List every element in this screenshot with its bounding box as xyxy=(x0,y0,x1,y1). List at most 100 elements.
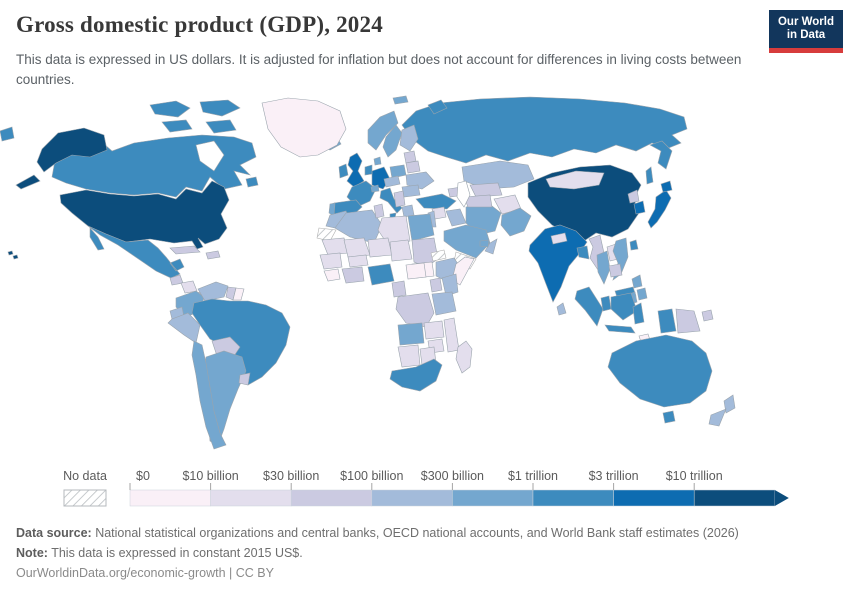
region-indonesia-sumatra[interactable] xyxy=(574,286,604,327)
region-austria-czechia[interactable] xyxy=(383,175,401,188)
region-sierra-leone-liberia[interactable] xyxy=(323,268,341,282)
region-uganda[interactable] xyxy=(429,277,443,293)
region-indonesia-java[interactable] xyxy=(604,324,636,334)
region-denmark[interactable] xyxy=(373,156,382,166)
region-ukraine[interactable] xyxy=(405,171,435,190)
legend-bin-1[interactable] xyxy=(210,489,292,507)
region-alaska[interactable] xyxy=(15,127,108,190)
region-australia[interactable] xyxy=(607,334,713,408)
region-nigeria[interactable] xyxy=(367,263,395,286)
region-uruguay[interactable] xyxy=(238,372,251,386)
region-india[interactable] xyxy=(528,224,588,303)
region-russia-kamchatka[interactable] xyxy=(649,140,673,170)
region-indonesia-borneo[interactable] xyxy=(610,292,638,321)
citation-line[interactable]: OurWorldinData.org/economic-growth | CC … xyxy=(16,565,274,580)
region-venezuela[interactable] xyxy=(197,281,229,302)
region-norway[interactable] xyxy=(367,110,399,151)
region-saudi-arabia[interactable] xyxy=(443,224,491,259)
region-mozambique[interactable] xyxy=(443,317,460,353)
region-tanzania[interactable] xyxy=(431,291,457,316)
region-namibia[interactable] xyxy=(397,344,421,368)
region-burkina-faso[interactable] xyxy=(347,254,369,268)
legend-bin-4[interactable] xyxy=(452,489,534,507)
region-canada-arctic[interactable] xyxy=(149,99,241,134)
region-belarus[interactable] xyxy=(405,160,421,174)
region-angola[interactable] xyxy=(397,322,425,346)
region-united-kingdom[interactable] xyxy=(346,152,365,188)
region-hawaii[interactable] xyxy=(7,250,19,260)
region-north-korea[interactable] xyxy=(627,189,640,204)
legend-bin-0[interactable] xyxy=(129,489,211,507)
region-svalbard[interactable] xyxy=(392,95,409,105)
region-nepal[interactable] xyxy=(550,232,568,245)
region-zambia[interactable] xyxy=(423,320,445,340)
region-russia-wrap[interactable] xyxy=(0,126,15,142)
region-tunisia[interactable] xyxy=(373,203,385,219)
legend-bin-5[interactable] xyxy=(532,489,614,507)
legend-bin-6[interactable] xyxy=(613,489,695,507)
region-brazil[interactable] xyxy=(191,298,291,386)
region-finland[interactable] xyxy=(399,124,419,152)
region-sweden[interactable] xyxy=(382,124,403,158)
legend-bin-7[interactable] xyxy=(693,489,776,507)
region-senegal-guinea[interactable] xyxy=(319,252,343,270)
region-indonesia-sulawesi[interactable] xyxy=(632,302,645,325)
region-hispaniola[interactable] xyxy=(205,250,221,260)
region-cuba[interactable] xyxy=(169,245,201,255)
region-cote-divoire-ghana[interactable] xyxy=(341,266,365,284)
region-greece[interactable] xyxy=(401,204,415,218)
owid-logo[interactable]: Our World in Data xyxy=(769,10,843,53)
region-eritrea[interactable] xyxy=(430,249,447,262)
region-sri-lanka[interactable] xyxy=(556,302,567,316)
region-uae[interactable] xyxy=(479,239,490,248)
region-egypt[interactable] xyxy=(407,213,435,242)
legend-no-data-swatch[interactable] xyxy=(63,489,107,507)
region-baltics[interactable] xyxy=(403,150,417,164)
region-cameroon[interactable] xyxy=(391,280,407,298)
region-suriname[interactable] xyxy=(232,287,245,301)
legend-bin-2[interactable] xyxy=(290,489,373,507)
region-central-african-republic[interactable] xyxy=(405,262,427,280)
region-iraq[interactable] xyxy=(445,208,467,227)
region-drc[interactable] xyxy=(395,292,435,328)
region-mexico[interactable] xyxy=(87,225,185,279)
region-russia[interactable] xyxy=(401,96,688,164)
region-chad[interactable] xyxy=(389,239,413,262)
region-papua-new-guinea[interactable] xyxy=(675,308,714,334)
region-indonesia-papua[interactable] xyxy=(657,308,677,334)
region-japan[interactable] xyxy=(647,189,672,229)
region-south-africa[interactable] xyxy=(389,358,443,392)
region-honduras-nicaragua[interactable] xyxy=(180,280,198,294)
legend-label-1: $10 billion xyxy=(182,469,238,483)
region-turkmenistan[interactable] xyxy=(463,194,493,208)
region-russia-sakhalin[interactable] xyxy=(645,166,654,185)
region-russia-novaya-zemlya[interactable] xyxy=(427,99,448,115)
region-mongolia[interactable] xyxy=(545,170,605,190)
region-newfoundland[interactable] xyxy=(245,176,259,188)
region-cambodia[interactable] xyxy=(608,263,623,278)
region-greenland[interactable] xyxy=(261,97,347,158)
region-balkans[interactable] xyxy=(393,190,406,208)
region-tasmania[interactable] xyxy=(662,410,676,424)
region-romania[interactable] xyxy=(401,184,421,198)
region-switzerland[interactable] xyxy=(370,184,380,193)
region-kazakhstan[interactable] xyxy=(461,160,535,190)
region-kenya[interactable] xyxy=(441,273,459,297)
region-niger[interactable] xyxy=(367,237,393,258)
region-uzbekistan[interactable] xyxy=(469,182,503,198)
region-chile[interactable] xyxy=(191,340,227,450)
region-thailand[interactable] xyxy=(596,250,611,285)
region-oman[interactable] xyxy=(484,238,498,255)
region-pakistan[interactable] xyxy=(500,207,532,237)
region-new-zealand[interactable] xyxy=(708,394,736,427)
region-ireland[interactable] xyxy=(338,163,349,179)
region-philippines[interactable] xyxy=(628,274,648,305)
region-taiwan[interactable] xyxy=(629,239,639,251)
region-madagascar[interactable] xyxy=(455,340,473,374)
region-turkey[interactable] xyxy=(415,193,457,210)
region-south-korea[interactable] xyxy=(633,200,646,215)
region-benelux[interactable] xyxy=(364,164,373,176)
region-bangladesh[interactable] xyxy=(576,245,590,260)
legend-bin-3[interactable] xyxy=(371,489,453,507)
region-japan-hokkaido[interactable] xyxy=(660,180,673,193)
